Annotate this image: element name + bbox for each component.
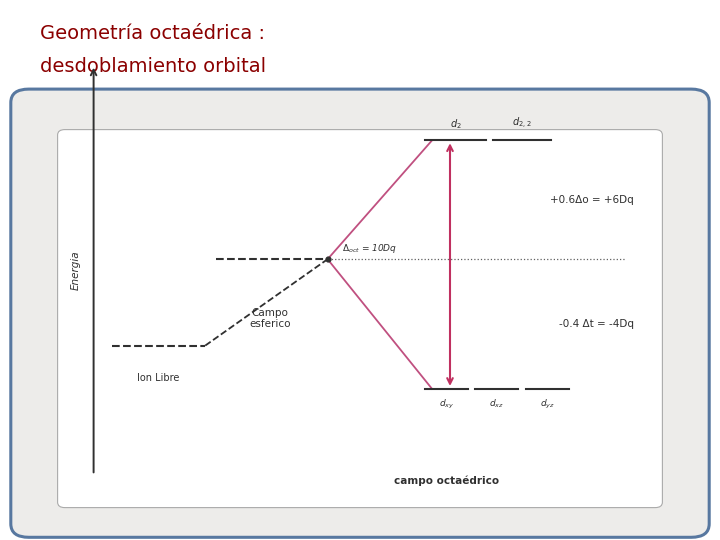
Text: campo octaédrico: campo octaédrico (394, 476, 499, 486)
Text: -0.4 Δt = -4Dq: -0.4 Δt = -4Dq (559, 319, 634, 329)
Text: $d_{2,2}$: $d_{2,2}$ (512, 116, 532, 131)
Text: Ion Libre: Ion Libre (138, 373, 179, 383)
Text: Campo
esferico: Campo esferico (249, 308, 291, 329)
FancyBboxPatch shape (58, 130, 662, 508)
FancyBboxPatch shape (11, 89, 709, 537)
Text: $d_{xz}$: $d_{xz}$ (490, 397, 504, 410)
Text: Geometría octaédrica :: Geometría octaédrica : (40, 24, 265, 43)
Text: desdoblamiento orbital: desdoblamiento orbital (40, 57, 266, 76)
Text: $d_{yz}$: $d_{yz}$ (540, 397, 554, 410)
Text: $d_{xy}$: $d_{xy}$ (438, 397, 454, 410)
Text: $d_2$: $d_2$ (449, 117, 462, 131)
Text: $\Delta_{oct}$ = 10Dq: $\Delta_{oct}$ = 10Dq (342, 242, 397, 255)
Text: Energia: Energia (71, 250, 81, 290)
Text: +0.6Δo = +6Dq: +0.6Δo = +6Dq (550, 195, 634, 205)
